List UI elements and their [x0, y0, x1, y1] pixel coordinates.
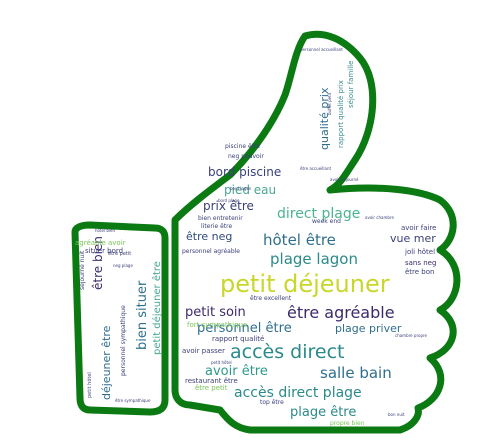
cloud-word: bord piscine	[208, 165, 281, 179]
cloud-word: avoir chambre	[365, 215, 394, 220]
cloud-word: sans neg	[405, 259, 436, 267]
cloud-word: direct plage	[277, 206, 360, 222]
cloud-word: être bon	[405, 268, 434, 276]
cloud-word: être petit	[108, 250, 131, 257]
cuff-outline	[71, 221, 169, 416]
cloud-word: personnel accueillant	[300, 47, 343, 52]
cloud-word: avoir être	[205, 364, 268, 379]
cloud-word: qualité prix	[318, 87, 331, 150]
cloud-word: bord lagon	[230, 186, 252, 191]
cloud-word: petit hôtel	[86, 372, 93, 398]
cloud-word: séjourné nuit	[79, 250, 86, 290]
cloud-word: buffet petit	[327, 92, 332, 115]
cloud-word: petit hôtel	[211, 360, 232, 365]
cloud-word: salle bain	[320, 364, 392, 382]
cloud-word: avoir séjourné	[330, 177, 359, 182]
cloud-word: chambre propre	[395, 333, 428, 338]
cloud-word: être agréable	[287, 303, 395, 322]
thumb-outline	[171, 30, 461, 434]
cloud-word: agréable avoir	[75, 239, 126, 247]
cloud-word: hôtel bien	[95, 228, 116, 233]
cloud-word: literie être	[201, 223, 232, 230]
cloud-word: accès direct plage	[234, 385, 362, 401]
cloud-word: bon nuit	[388, 412, 405, 417]
cloud-word: être sympathique	[115, 398, 151, 403]
cloud-word: petit soin	[185, 305, 246, 320]
cloud-word: restaurant être	[185, 377, 238, 385]
cloud-word: personnel agréable	[182, 248, 240, 255]
cloud-word: avoir passer	[182, 347, 225, 355]
cloud-word: prix être	[203, 199, 254, 213]
cloud-word: plage lagon	[270, 250, 358, 268]
cloud-word: petit déjeuner être	[151, 261, 163, 355]
cloud-word: être accueillant	[300, 166, 331, 171]
cloud-word: petit déjeuner	[220, 270, 390, 298]
cloud-word: séjour famille	[347, 61, 355, 108]
cloud-word: top être	[260, 399, 284, 406]
cloud-word: être petit	[195, 384, 228, 392]
cloud-word: piscine être	[225, 143, 260, 150]
word-layer: petit déjeuner être agréable accès direct h…	[75, 47, 437, 427]
cloud-word: pied eau	[224, 183, 276, 197]
cloud-word: déjeuner être	[100, 325, 113, 400]
cloud-word: joli hôtel	[404, 248, 435, 256]
cloud-word: neg pouvoir	[228, 153, 264, 160]
cloud-word: hôtel être	[263, 231, 336, 249]
cloud-word: être neg	[186, 230, 232, 243]
cloud-word: week end	[312, 218, 341, 225]
cloud-word: bord plage	[218, 198, 240, 203]
cloud-word: rapport qualité prix	[337, 80, 345, 148]
cloud-word: bien situer	[135, 280, 150, 350]
cloud-word: propre bien	[330, 420, 365, 427]
cloud-word: situer bord	[85, 247, 123, 255]
cloud-word: accès direct	[230, 341, 344, 363]
cloud-word: neg plage	[113, 263, 133, 268]
cloud-word: être excellent	[250, 295, 292, 302]
cloud-word: rapport qualité	[212, 335, 264, 343]
cloud-word: fort sympathique	[187, 321, 247, 329]
cloud-word: avoir faire	[401, 224, 437, 232]
cloud-word: personnel être	[197, 321, 292, 336]
cloud-word: vue mer	[390, 232, 436, 245]
cloud-word: plage priver	[335, 322, 402, 335]
cloud-word: être bien	[91, 236, 105, 290]
cloud-word: bien entretenir	[198, 215, 243, 222]
cloud-word: plage être	[290, 405, 356, 420]
cloud-word: personnel sympathique	[120, 305, 127, 376]
